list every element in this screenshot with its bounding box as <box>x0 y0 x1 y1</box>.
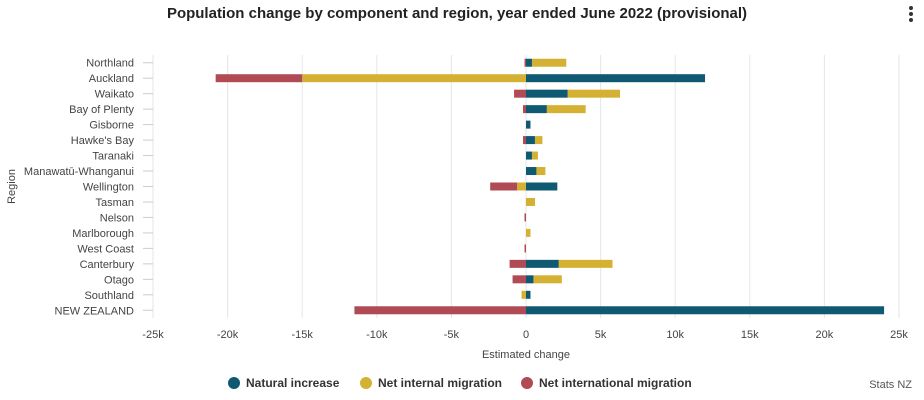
x-tick-label: -25k <box>142 329 164 341</box>
legend-label: Net internal migration <box>378 376 503 390</box>
y-tick-label: Manawatū-Whanganui <box>24 166 134 178</box>
bar-internal <box>533 275 562 284</box>
bar-natural <box>526 89 568 98</box>
x-tick-label: -20k <box>217 329 239 341</box>
bar-natural <box>526 58 532 67</box>
x-tick-label: 25k <box>890 329 908 341</box>
legend-label: Natural increase <box>246 376 340 390</box>
y-tick-label: Marlborough <box>72 228 134 240</box>
bar-natural <box>526 167 537 176</box>
bar-internal <box>567 89 620 98</box>
bar-international <box>514 89 526 98</box>
y-tick-label: Southland <box>84 290 134 302</box>
bar-internal <box>534 136 543 145</box>
bar-natural <box>526 105 547 114</box>
bar-internal <box>302 74 526 83</box>
legend-item-natural-increase[interactable]: Natural increase <box>228 376 339 390</box>
legend-label: Net international migration <box>539 376 692 390</box>
x-tick-label: 5k <box>595 329 607 341</box>
x-tick-label: -5k <box>444 329 460 341</box>
hamburger-menu-icon[interactable] <box>906 4 916 26</box>
bar-internal <box>521 290 526 299</box>
x-axis-title: Estimated change <box>482 349 570 361</box>
bar-natural <box>526 151 532 160</box>
bar-internal <box>526 228 531 237</box>
y-tick-label: Canterbury <box>80 259 135 271</box>
bar-international <box>490 182 518 191</box>
bar-international <box>509 259 526 268</box>
bar-natural <box>526 290 531 299</box>
x-tick-label: 0 <box>523 329 529 341</box>
credits[interactable]: Stats NZ <box>869 379 912 391</box>
y-tick-label: NEW ZEALAND <box>55 305 135 317</box>
bar-international <box>524 213 526 222</box>
y-tick-label: Waikato <box>95 89 134 101</box>
bar-internal <box>531 58 567 67</box>
bar-natural <box>526 182 558 191</box>
bar-international <box>523 136 526 145</box>
chart-title: Population change by component and regio… <box>166 5 748 22</box>
bar-international <box>524 244 526 253</box>
legend-swatch-internal <box>360 377 372 389</box>
legend-item-net-international-migration[interactable]: Net international migration <box>521 376 692 390</box>
y-tick-label: Northland <box>86 58 134 70</box>
y-tick-label: Otago <box>104 274 134 286</box>
legend-item-net-internal-migration[interactable]: Net internal migration <box>360 376 502 390</box>
x-tick-label: -10k <box>366 329 388 341</box>
legend-swatch-international <box>521 377 533 389</box>
bar-international <box>354 306 526 315</box>
bar-international <box>524 58 526 67</box>
bar-internal <box>517 182 526 191</box>
y-tick-label: West Coast <box>77 243 134 255</box>
x-tick-label: 20k <box>816 329 834 341</box>
x-tick-label: 15k <box>741 329 759 341</box>
x-tick-label: 10k <box>666 329 684 341</box>
y-tick-label: Wellington <box>83 182 134 194</box>
y-tick-label: Hawke's Bay <box>71 135 135 147</box>
bar-natural <box>526 306 885 315</box>
bar-natural <box>526 275 534 284</box>
y-axis-title: Region <box>6 169 18 204</box>
bar-natural <box>526 74 706 83</box>
x-tick-label: -15k <box>291 329 313 341</box>
y-tick-label: Taranaki <box>92 151 134 163</box>
y-tick-label: Gisborne <box>89 120 134 132</box>
bar-internal <box>546 105 586 114</box>
y-tick-label: Nelson <box>100 212 134 224</box>
y-tick-label: Bay of Plenty <box>69 104 134 116</box>
bar-natural <box>526 259 559 268</box>
bar-internal <box>536 167 546 176</box>
bar-internal <box>558 259 613 268</box>
bar-international <box>512 275 526 284</box>
bar-internal <box>531 151 538 160</box>
y-tick-label: Auckland <box>89 73 134 85</box>
bar-internal <box>526 197 535 206</box>
bar-natural <box>526 136 535 145</box>
bar-natural <box>526 120 531 129</box>
y-tick-label: Tasman <box>95 197 134 209</box>
legend-swatch-natural <box>228 377 240 389</box>
bar-international <box>523 105 526 114</box>
bar-international <box>215 74 303 83</box>
